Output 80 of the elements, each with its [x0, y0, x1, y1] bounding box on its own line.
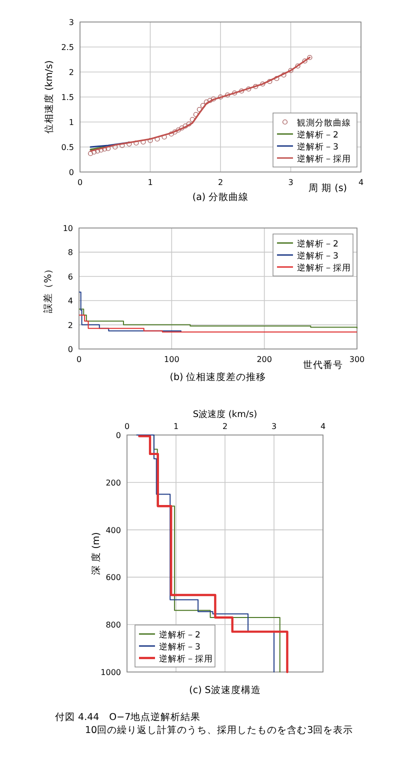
point	[253, 84, 258, 90]
text: 付図 4.44 O−7地点逆解析結果	[55, 711, 201, 723]
text: (c) S波速度構造	[189, 684, 261, 696]
y-tick-label: 200	[106, 478, 121, 488]
x-tick-label: 2	[222, 422, 228, 431]
point	[207, 98, 213, 104]
x-tick-label: 200	[256, 355, 272, 364]
y-tick-label: 10	[62, 224, 73, 233]
legend-label: 逆解析－3	[297, 142, 338, 152]
legend-label: 逆解析－2	[297, 130, 338, 140]
y-tick-label: 600	[106, 573, 121, 582]
point	[148, 138, 153, 144]
y-tick-label: 0	[116, 431, 121, 440]
point	[179, 125, 184, 131]
point	[88, 150, 94, 156]
point	[210, 96, 216, 102]
point	[232, 90, 238, 96]
legend-label: 逆解析－2	[297, 238, 338, 250]
point	[176, 127, 181, 133]
x-axis-title: S波速度 (km/s)	[192, 409, 258, 420]
point	[246, 86, 252, 92]
x-tick-label: 2	[218, 178, 224, 187]
legend-label: 逆解析－採用	[297, 262, 351, 274]
x-tick-label: 1	[173, 422, 179, 431]
legend-label: 逆解析－2	[159, 630, 200, 640]
point	[126, 141, 132, 147]
y-axis-title: 深 度 (m)	[90, 532, 102, 575]
x-axis-title: 世代番号	[303, 359, 343, 371]
point	[260, 81, 266, 87]
y-tick-label: 0.5	[61, 143, 74, 152]
point	[302, 58, 308, 64]
point	[204, 99, 209, 105]
legend-label: 逆解析－採用	[297, 154, 351, 164]
y-tick-label: 1	[68, 118, 74, 127]
text: (b) 位相速度差の推移	[170, 371, 266, 383]
y-tick-label: 400	[106, 526, 121, 535]
y-axis-title: 位相速度 (km/s)	[43, 60, 55, 134]
x-tick-label: 100	[164, 355, 180, 364]
x-axis-title: 周 期 (s)	[308, 182, 347, 194]
point	[295, 63, 300, 69]
x-tick-label: 0	[77, 178, 83, 187]
y-tick-label: 2.5	[61, 43, 74, 52]
point	[172, 129, 178, 135]
y-tick-label: 3	[68, 18, 74, 27]
x-tick-label: 0	[76, 355, 82, 364]
y-tick-label: 6	[68, 272, 73, 282]
x-tick-label: 4	[358, 178, 364, 187]
y-axis-title: 誤差（%）	[42, 264, 54, 314]
y-tick-label: 4	[68, 296, 73, 306]
x-tick-label: 3	[271, 422, 277, 431]
point	[186, 121, 192, 127]
text: 10回の繰り返し計算のうち、採用したものを含む3回を表示	[85, 724, 354, 736]
legend-label: 逆解析－3	[297, 250, 338, 262]
point	[274, 76, 280, 82]
point	[239, 88, 244, 94]
y-tick-label: 0	[68, 345, 73, 354]
point	[168, 131, 174, 137]
y-tick-label: 8	[68, 248, 73, 258]
y-tick-label: 1000	[100, 668, 121, 677]
point	[218, 94, 224, 100]
point	[224, 92, 230, 98]
x-tick-label: 1	[148, 178, 153, 187]
y-tick-label: 0	[68, 168, 74, 177]
point	[281, 72, 286, 78]
point	[288, 68, 294, 74]
x-tick-label: 300	[349, 355, 365, 364]
x-tick-label: 4	[320, 422, 326, 431]
text: (a) 分散曲線	[192, 191, 249, 203]
legend-label: 逆解析－3	[159, 642, 200, 652]
legend-label: 観測分散曲線	[297, 118, 351, 128]
y-tick-label: 1.5	[61, 93, 74, 102]
point	[307, 54, 312, 60]
point	[267, 78, 272, 84]
x-tick-label: 3	[288, 178, 294, 187]
y-tick-label: 800	[106, 620, 121, 630]
point	[182, 123, 188, 129]
y-tick-label: 2	[68, 68, 74, 77]
x-tick-label: 0	[124, 422, 130, 431]
y-tick-label: 2	[68, 320, 73, 330]
legend-label: 逆解析－採用	[159, 654, 213, 664]
